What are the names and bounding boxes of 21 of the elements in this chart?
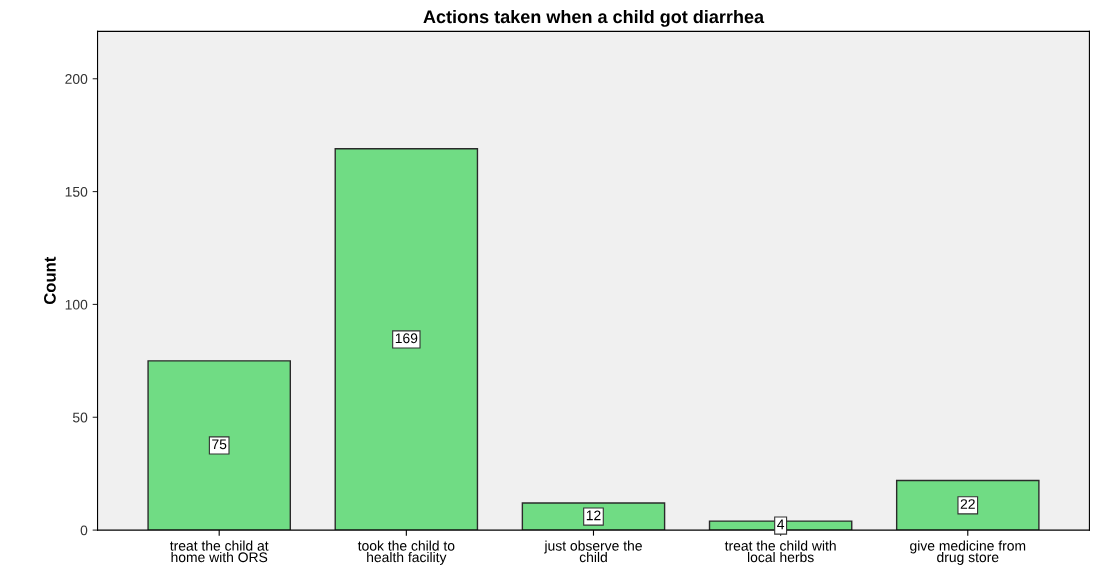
bar — [521, 502, 666, 531]
y-tick-label: 100 — [65, 299, 88, 310]
bar — [147, 360, 292, 531]
x-tick-label: treat the child at home with ORS — [169, 540, 269, 563]
x-tick-label: just observe the child — [544, 540, 642, 563]
y-tick-label: 50 — [72, 412, 88, 423]
chart-title: Actions taken when a child got diarrhea — [423, 9, 765, 27]
bar — [334, 148, 479, 531]
x-tick-label: took the child to health facility — [357, 540, 455, 565]
data-label: 75 — [212, 439, 227, 450]
data-label: 169 — [395, 333, 418, 344]
y-tick-label: 200 — [65, 74, 88, 84]
data-label: 4 — [777, 519, 785, 530]
data-label: 12 — [586, 510, 601, 521]
y-tick-label: 0 — [80, 525, 88, 536]
x-tick-label: treat the child with local herbs — [724, 540, 836, 563]
bar — [895, 479, 1040, 531]
x-tick-label: give medicine from drug store — [910, 540, 1026, 565]
y-tick-label: 150 — [65, 186, 88, 197]
y-axis-title: Count — [44, 256, 56, 305]
data-label: 22 — [960, 499, 975, 509]
